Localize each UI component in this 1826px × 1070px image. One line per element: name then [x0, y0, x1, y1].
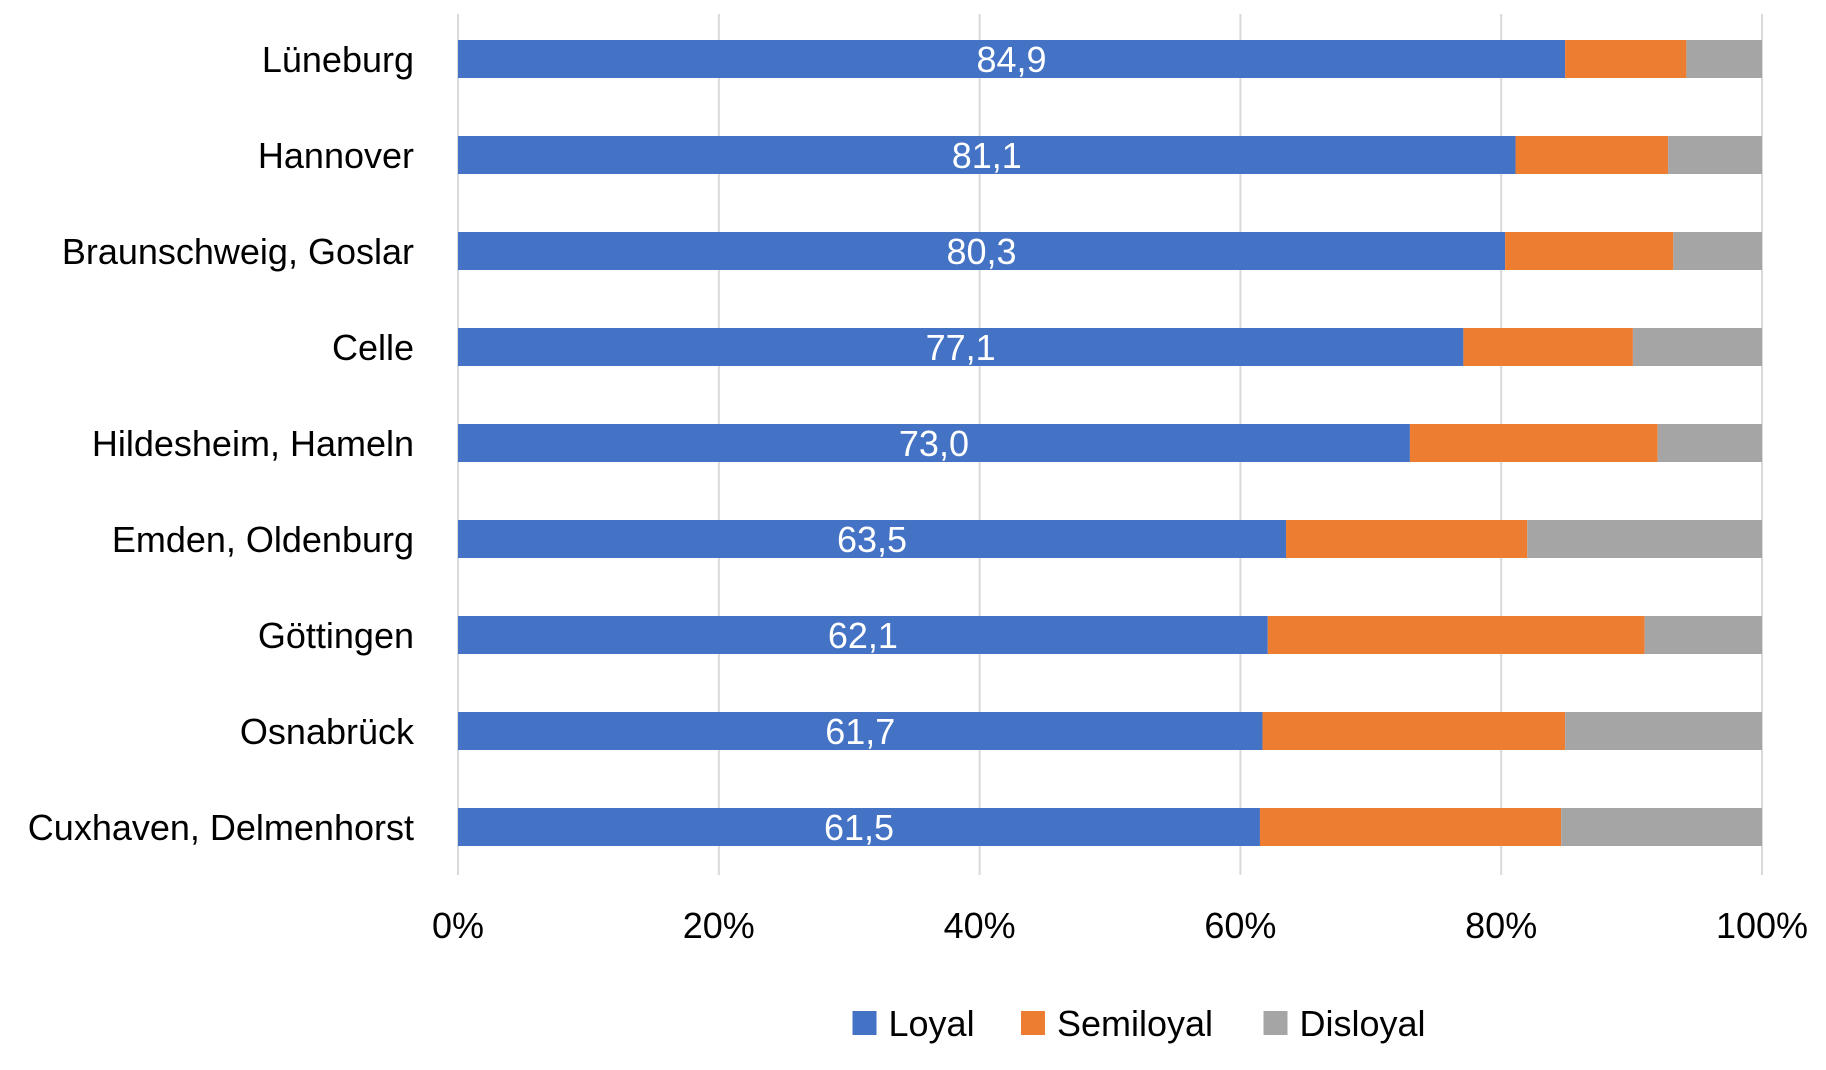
bar-semiloyal	[1463, 328, 1633, 366]
legend-label: Disloyal	[1300, 1003, 1426, 1044]
bar-disloyal	[1657, 424, 1762, 462]
category-label: Hildesheim, Hameln	[92, 423, 414, 464]
category-labels: Lüneburg Hannover Braunschweig, Goslar Cell…	[28, 39, 415, 848]
data-label: 61,7	[825, 711, 895, 752]
data-label: 73,0	[899, 423, 969, 464]
bar-semiloyal	[1515, 136, 1669, 174]
bars	[458, 40, 1762, 846]
bar-semiloyal	[1409, 424, 1658, 462]
bar-loyal	[458, 808, 1260, 846]
data-label: 81,1	[952, 135, 1022, 176]
data-labels: 84,9 81,1 80,3 77,1 73,0 63,5 62,1 61,7 61,5	[824, 39, 1047, 848]
data-label: 61,5	[824, 807, 894, 848]
category-label: Lüneburg	[262, 39, 414, 80]
data-label: 63,5	[837, 519, 907, 560]
legend: Loyal Semiloyal Disloyal	[852, 1003, 1426, 1044]
legend-label: Semiloyal	[1057, 1003, 1213, 1044]
category-label: Göttingen	[258, 615, 414, 656]
legend-label: Loyal	[889, 1003, 975, 1044]
category-label: Braunschweig, Goslar	[62, 231, 414, 272]
data-label: 84,9	[977, 39, 1047, 80]
data-label: 62,1	[828, 615, 898, 656]
bar-loyal	[458, 40, 1566, 78]
bar-disloyal	[1561, 808, 1762, 846]
bar-semiloyal	[1286, 520, 1528, 558]
x-tick-label: 20%	[683, 905, 755, 946]
bar-semiloyal	[1505, 232, 1674, 270]
legend-swatch	[1263, 1011, 1288, 1035]
category-label: Osnabrück	[240, 711, 415, 752]
bar-disloyal	[1686, 40, 1762, 78]
x-tick-label: 40%	[944, 905, 1016, 946]
x-tick-label: 0%	[432, 905, 484, 946]
x-tick-label: 80%	[1465, 905, 1537, 946]
bar-semiloyal	[1262, 712, 1566, 750]
bar-disloyal	[1668, 136, 1762, 174]
bar-loyal	[458, 232, 1506, 270]
bar-semiloyal	[1565, 40, 1687, 78]
data-label: 77,1	[926, 327, 996, 368]
legend-swatch	[852, 1011, 877, 1035]
bar-loyal	[458, 328, 1464, 366]
bar-loyal	[458, 712, 1263, 750]
bar-loyal	[458, 136, 1516, 174]
category-label: Cuxhaven, Delmenhorst	[28, 807, 414, 848]
bar-semiloyal	[1267, 616, 1645, 654]
legend-item-semiloyal: Semiloyal	[1021, 1003, 1213, 1044]
bar-disloyal	[1673, 232, 1762, 270]
category-label: Celle	[332, 327, 414, 368]
legend-item-loyal: Loyal	[852, 1003, 975, 1044]
legend-swatch	[1021, 1011, 1045, 1035]
x-tick-label: 60%	[1204, 905, 1276, 946]
data-label: 80,3	[947, 231, 1017, 272]
bar-disloyal	[1565, 712, 1762, 750]
bar-disloyal	[1644, 616, 1762, 654]
x-axis-tick-labels: 0% 20% 40% 60% 80% 100%	[432, 905, 1808, 946]
bar-loyal	[458, 616, 1268, 654]
legend-item-disloyal: Disloyal	[1263, 1003, 1426, 1044]
bar-semiloyal	[1259, 808, 1562, 846]
category-label: Hannover	[258, 135, 414, 176]
bar-disloyal	[1632, 328, 1762, 366]
bar-disloyal	[1527, 520, 1762, 558]
x-tick-label: 100%	[1716, 905, 1808, 946]
bar-loyal	[458, 424, 1410, 462]
category-label: Emden, Oldenburg	[112, 519, 414, 560]
bar-loyal	[458, 520, 1287, 558]
